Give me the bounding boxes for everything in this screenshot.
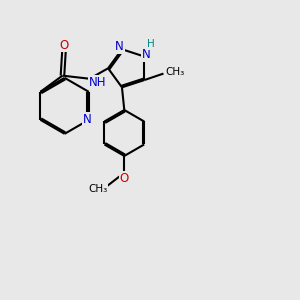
Text: CH₃: CH₃ [165, 67, 184, 77]
Text: N: N [83, 113, 92, 126]
Text: O: O [120, 172, 129, 184]
Text: CH₃: CH₃ [88, 184, 107, 194]
Text: N: N [115, 40, 124, 53]
Text: NH: NH [88, 76, 106, 88]
Text: N: N [142, 48, 151, 61]
Text: O: O [59, 38, 69, 52]
Text: H: H [147, 39, 155, 49]
